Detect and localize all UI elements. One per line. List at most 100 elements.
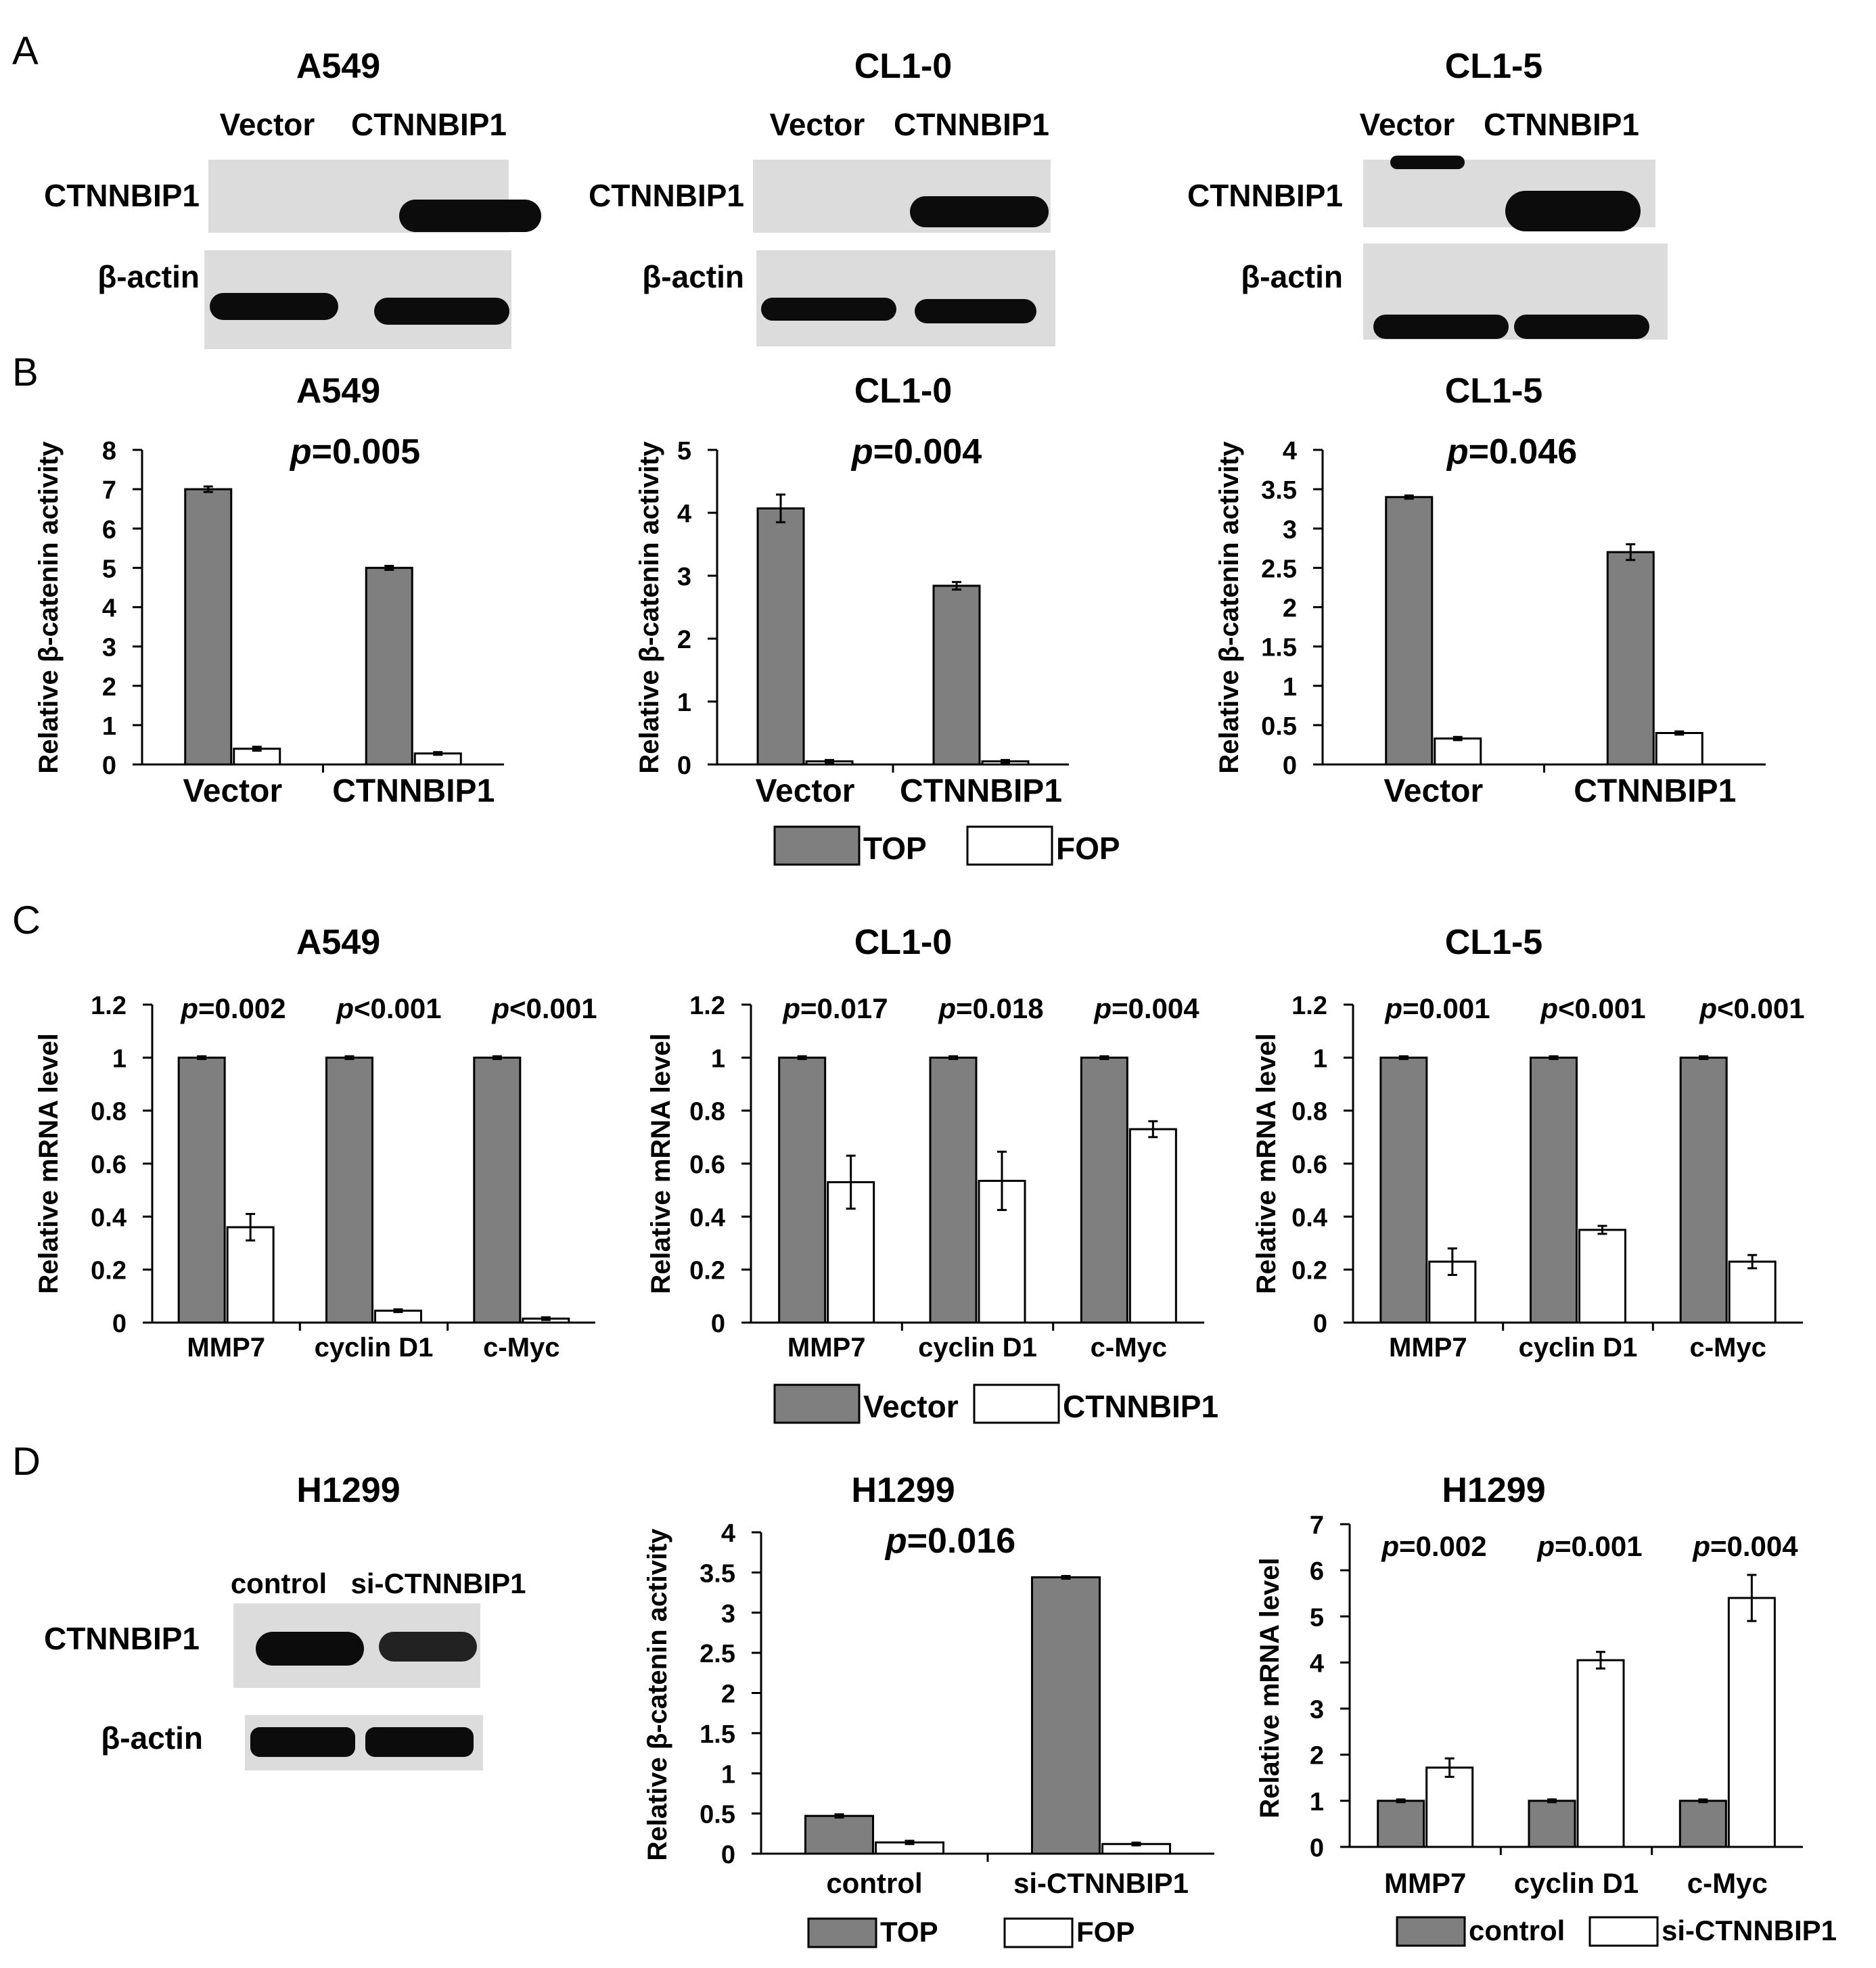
x-tick-label: c-Myc xyxy=(1689,1333,1766,1363)
bar xyxy=(184,488,233,766)
y-axis-label: Relative β-catenin activity xyxy=(1214,441,1244,774)
x-tick-label: control xyxy=(826,1867,922,1899)
y-tick-label: 3 xyxy=(102,634,116,662)
y-tick-label: 0.2 xyxy=(1291,1257,1327,1285)
band xyxy=(399,200,541,232)
y-tick-label: 4 xyxy=(677,500,691,528)
chart-2: CL1-5 Relative β-catenin activity 0 0.5 1 1.5… xyxy=(1214,371,1766,809)
blot-title: CL1-5 xyxy=(1445,47,1542,86)
lane-label: CTNNBIP1 xyxy=(894,107,1049,142)
y-axis-label: Relative mRNA level xyxy=(34,1033,64,1294)
p-value-label: p=0.002 xyxy=(180,992,285,1024)
legend-c: Vector CTNNBIP1 xyxy=(773,1383,1218,1424)
bar xyxy=(325,1056,373,1324)
legend-label: TOP xyxy=(863,831,927,866)
y-axis-label: Relative β-catenin activity xyxy=(643,1528,672,1861)
panel-letter: C xyxy=(12,898,41,942)
x-tick-label: MMP7 xyxy=(1384,1867,1466,1899)
bar xyxy=(1080,1056,1128,1324)
lane-label: Vector xyxy=(220,107,315,142)
y-tick-label: 5 xyxy=(102,555,116,583)
y-tick-label: 0.4 xyxy=(91,1204,127,1232)
bar xyxy=(177,1056,226,1324)
y-tick-label: 1 xyxy=(721,1760,735,1789)
p-value-label: p<0.001 xyxy=(491,992,597,1024)
panel-letter: B xyxy=(12,350,39,394)
y-tick-label: 0.6 xyxy=(1291,1151,1327,1179)
chart-4: CL1-0 Relative mRNA level 0 0.2 0.4 0.6 0.8 1 1.… xyxy=(646,923,1204,1363)
y-tick-label: 2 xyxy=(677,626,691,654)
bar xyxy=(1379,1056,1428,1324)
band xyxy=(910,196,1049,227)
x-tick-label: si-CTNNBIP1 xyxy=(1013,1867,1189,1899)
band xyxy=(250,1727,355,1757)
y-tick-label: 1 xyxy=(112,1045,127,1073)
y-tick-label: 0.2 xyxy=(689,1257,725,1285)
x-tick-label: c-Myc xyxy=(483,1333,559,1363)
bar xyxy=(1578,1229,1626,1324)
lane-label: CTNNBIP1 xyxy=(1484,107,1639,142)
panel-d-blot: D H1299 control si-CTNNBIP1 CTNNBIP1 β-actin xyxy=(12,1440,526,1770)
p-value-label: p=0.002 xyxy=(1381,1530,1486,1562)
charts: B A549 Relative β-catenin activity 0 1 2 3 4 5 6 7… xyxy=(12,350,1805,1899)
band xyxy=(379,1632,477,1662)
y-tick-label: 0.4 xyxy=(1291,1204,1327,1232)
bar xyxy=(1128,1128,1177,1324)
blot-1: CL1-0 Vector CTNNBIP1 CTNNBIP1 β-actin xyxy=(589,47,1055,346)
y-tick-label: 3 xyxy=(1283,516,1297,544)
bar xyxy=(1679,1056,1728,1324)
y-tick-label: 1.2 xyxy=(689,992,725,1020)
legend-label: control xyxy=(1469,1915,1565,1946)
y-tick-label: 0 xyxy=(721,1841,735,1869)
x-tick-label: Vector xyxy=(1383,773,1483,809)
chart-title: A549 xyxy=(296,371,380,411)
bar xyxy=(1425,1766,1474,1848)
band xyxy=(1514,315,1649,339)
legend-d_luc: TOP FOP xyxy=(807,1916,1135,1948)
row-label: CTNNBIP1 xyxy=(1187,178,1343,213)
legend-swatch xyxy=(1003,1917,1074,1948)
band xyxy=(1390,156,1465,169)
legend-swatch xyxy=(773,825,861,866)
band xyxy=(374,298,509,325)
y-tick-label: 1.5 xyxy=(1261,634,1297,662)
p-value-label: p=0.004 xyxy=(1692,1530,1798,1562)
chart-title: CL1-0 xyxy=(854,371,952,411)
lane-label: Vector xyxy=(1360,107,1455,142)
chart-title: A549 xyxy=(296,923,380,962)
blot-title: H1299 xyxy=(296,1471,400,1510)
legends: TOP FOP Vector CTNNBIP1 TOP FOP control si-CTNN… xyxy=(773,825,1837,1948)
legend-swatch xyxy=(773,1383,861,1424)
y-tick-label: 1.2 xyxy=(1291,992,1327,1020)
y-tick-label: 2 xyxy=(1310,1742,1324,1770)
chart-title: H1299 xyxy=(851,1471,955,1510)
bar xyxy=(929,1056,978,1324)
p-value-label: p=0.004 xyxy=(1093,992,1199,1024)
bar xyxy=(778,1056,827,1324)
x-tick-label: CTNNBIP1 xyxy=(1574,773,1736,809)
bar xyxy=(365,566,413,766)
bar xyxy=(1576,1659,1625,1848)
chart-5: CL1-5 Relative mRNA level 0 0.2 0.4 0.6 0.8 1 1.… xyxy=(1252,923,1805,1363)
y-tick-label: 2 xyxy=(721,1680,735,1709)
y-tick-label: 2 xyxy=(1283,595,1297,623)
y-tick-label: 1 xyxy=(1283,673,1297,702)
legend-label: CTNNBIP1 xyxy=(1063,1389,1218,1424)
bar xyxy=(1678,1800,1727,1848)
bar xyxy=(1434,737,1482,766)
y-tick-label: 0.8 xyxy=(91,1098,127,1126)
row-label: β-actin xyxy=(1241,259,1343,294)
bar xyxy=(1606,551,1655,766)
y-tick-label: 2.5 xyxy=(700,1640,735,1668)
chart-title: H1299 xyxy=(1442,1471,1545,1510)
y-tick-label: 4 xyxy=(1310,1649,1324,1678)
y-tick-label: 0 xyxy=(1310,1834,1324,1862)
chart-title: CL1-5 xyxy=(1445,371,1542,411)
bar xyxy=(1385,496,1434,766)
legend-b: TOP FOP xyxy=(773,825,1120,866)
y-tick-label: 1 xyxy=(711,1045,725,1073)
lane-label: control xyxy=(231,1567,327,1599)
band xyxy=(256,1632,364,1666)
x-tick-label: Vector xyxy=(183,773,282,809)
band xyxy=(915,299,1036,323)
